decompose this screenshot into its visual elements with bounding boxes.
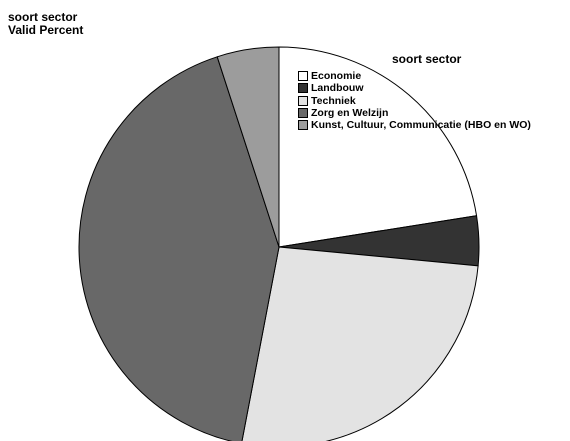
legend-label: Kunst, Cultuur, Communicatie (HBO en WO) <box>311 119 531 132</box>
legend-item-landbouw: Landbouw <box>298 82 531 94</box>
legend-swatch <box>298 108 308 119</box>
legend-items: Economie Landbouw Techniek Zorg en Welzijn K… <box>298 70 531 131</box>
legend-label: Zorg en Welzijn <box>311 107 389 120</box>
chart-title: soort sector <box>8 10 78 24</box>
legend-label: Economie <box>311 70 362 83</box>
legend-label: Landbouw <box>311 82 364 95</box>
legend-item-kunst-cultuur-communicatie-hbo-en-wo: Kunst, Cultuur, Communicatie (HBO en WO) <box>298 119 531 131</box>
legend: soort sector Economie Landbouw Techniek Zor… <box>298 52 531 131</box>
legend-swatch <box>298 95 308 106</box>
legend-label: Techniek <box>311 94 356 107</box>
pie-slice-kunst-cultuur-communicatie-hbo-en-wo <box>216 46 280 248</box>
pie-slice-techniek <box>241 246 479 441</box>
legend-item-economie: Economie <box>298 70 531 82</box>
pie-slice-zorg-en-welzijn <box>78 56 280 441</box>
legend-swatch <box>298 71 308 82</box>
legend-item-techniek: Techniek <box>298 95 531 107</box>
legend-swatch <box>298 83 308 94</box>
legend-title: soort sector <box>392 52 462 66</box>
pie-slice-economie <box>278 46 478 248</box>
chart-subtitle: Valid Percent <box>8 23 84 37</box>
legend-item-zorg-en-welzijn: Zorg en Welzijn <box>298 107 531 119</box>
legend-swatch <box>298 120 308 131</box>
